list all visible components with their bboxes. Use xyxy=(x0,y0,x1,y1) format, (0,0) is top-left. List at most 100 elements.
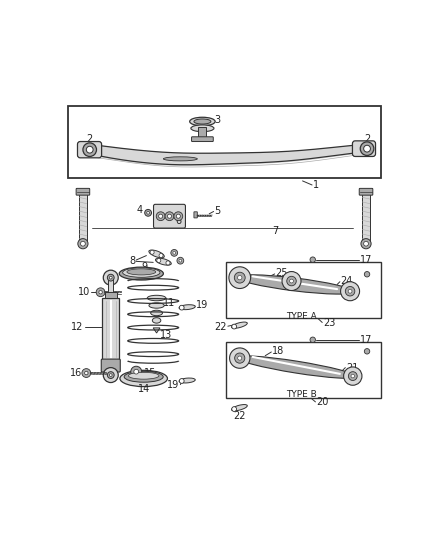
Ellipse shape xyxy=(237,356,356,378)
Circle shape xyxy=(174,212,183,221)
Text: 1: 1 xyxy=(313,180,319,190)
Ellipse shape xyxy=(152,318,161,323)
Circle shape xyxy=(107,372,114,378)
Circle shape xyxy=(103,270,118,285)
Circle shape xyxy=(96,288,105,297)
Circle shape xyxy=(287,276,296,286)
Text: 19: 19 xyxy=(167,380,180,390)
Circle shape xyxy=(83,143,96,157)
Ellipse shape xyxy=(119,267,163,280)
Circle shape xyxy=(145,209,152,216)
Circle shape xyxy=(364,349,370,354)
Text: 4: 4 xyxy=(136,205,142,215)
Bar xyxy=(226,342,381,398)
Ellipse shape xyxy=(120,370,167,386)
Circle shape xyxy=(81,241,85,246)
Text: 13: 13 xyxy=(160,330,172,341)
Circle shape xyxy=(99,290,102,294)
Ellipse shape xyxy=(149,250,164,258)
Circle shape xyxy=(361,239,371,249)
Bar xyxy=(362,195,370,241)
Ellipse shape xyxy=(232,405,247,411)
Text: 15: 15 xyxy=(144,368,156,378)
Ellipse shape xyxy=(179,378,195,383)
Circle shape xyxy=(134,369,138,374)
Bar xyxy=(102,298,119,361)
Circle shape xyxy=(351,374,354,378)
Circle shape xyxy=(103,368,118,383)
Circle shape xyxy=(345,286,355,296)
Text: 5: 5 xyxy=(214,206,221,216)
Circle shape xyxy=(238,356,242,360)
Text: 17: 17 xyxy=(360,255,372,265)
Circle shape xyxy=(107,274,114,281)
FancyBboxPatch shape xyxy=(78,142,102,158)
Circle shape xyxy=(235,353,245,363)
Circle shape xyxy=(159,254,163,257)
Circle shape xyxy=(179,378,184,383)
Circle shape xyxy=(157,259,161,263)
Text: 14: 14 xyxy=(138,384,150,394)
Circle shape xyxy=(348,289,352,293)
Circle shape xyxy=(364,146,371,152)
Text: 8: 8 xyxy=(129,256,135,266)
Text: 16: 16 xyxy=(70,368,82,378)
Circle shape xyxy=(310,257,315,262)
FancyBboxPatch shape xyxy=(76,188,90,195)
Circle shape xyxy=(179,260,182,262)
Ellipse shape xyxy=(127,269,156,275)
Circle shape xyxy=(110,276,112,279)
Circle shape xyxy=(179,305,184,310)
Ellipse shape xyxy=(128,373,159,379)
FancyBboxPatch shape xyxy=(194,212,197,218)
Circle shape xyxy=(156,212,165,221)
Circle shape xyxy=(344,367,362,385)
FancyBboxPatch shape xyxy=(353,141,375,157)
Circle shape xyxy=(364,241,368,246)
Text: 9: 9 xyxy=(141,262,148,272)
Ellipse shape xyxy=(163,157,197,161)
Text: 2: 2 xyxy=(364,134,370,144)
Circle shape xyxy=(176,214,180,218)
Ellipse shape xyxy=(147,295,166,301)
Circle shape xyxy=(282,271,301,290)
Circle shape xyxy=(234,272,245,283)
Text: 12: 12 xyxy=(71,322,83,332)
Text: 25: 25 xyxy=(276,268,288,278)
Circle shape xyxy=(364,271,370,277)
Ellipse shape xyxy=(190,117,215,126)
Ellipse shape xyxy=(151,310,162,316)
Circle shape xyxy=(86,146,93,153)
Text: 3: 3 xyxy=(214,115,220,125)
Text: 17: 17 xyxy=(360,335,372,345)
Text: 6: 6 xyxy=(175,216,181,225)
Circle shape xyxy=(167,214,172,218)
Circle shape xyxy=(85,372,88,375)
Ellipse shape xyxy=(155,258,171,265)
Text: 22: 22 xyxy=(215,322,227,332)
Ellipse shape xyxy=(123,268,160,277)
Ellipse shape xyxy=(232,322,247,328)
Ellipse shape xyxy=(179,305,195,310)
Circle shape xyxy=(82,369,91,377)
Text: 24: 24 xyxy=(341,276,353,286)
Text: 2: 2 xyxy=(87,134,93,144)
Circle shape xyxy=(230,348,250,368)
Circle shape xyxy=(360,142,374,156)
Circle shape xyxy=(290,279,293,283)
Ellipse shape xyxy=(194,119,211,124)
Circle shape xyxy=(147,212,149,214)
Text: 11: 11 xyxy=(162,298,175,308)
Bar xyxy=(105,292,117,298)
Bar xyxy=(226,262,381,318)
Ellipse shape xyxy=(191,125,214,132)
Bar xyxy=(68,106,381,177)
Circle shape xyxy=(159,214,162,218)
Text: 7: 7 xyxy=(272,226,278,236)
Circle shape xyxy=(341,282,360,301)
Text: 22: 22 xyxy=(233,411,246,421)
Circle shape xyxy=(78,239,88,249)
Circle shape xyxy=(150,250,154,254)
Polygon shape xyxy=(153,328,160,333)
Text: TYPE A: TYPE A xyxy=(286,311,317,320)
